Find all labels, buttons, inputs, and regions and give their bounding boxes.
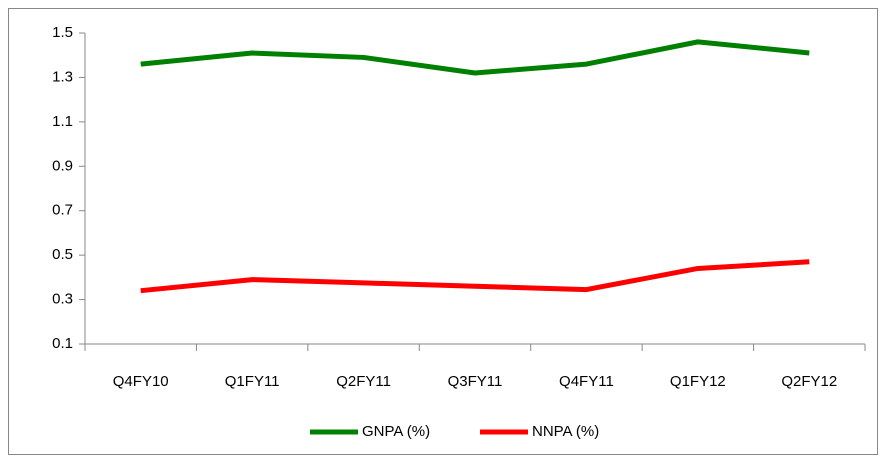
x-tick-label: Q2FY12: [781, 373, 837, 390]
y-tick-label: 0.3: [52, 291, 73, 308]
y-tick-label: 0.1: [52, 335, 73, 352]
y-tick-label: 1.1: [52, 113, 73, 130]
data-line: [140, 39, 810, 76]
y-tick-label: 0.5: [52, 246, 73, 263]
y-tick-label: 0.9: [52, 157, 73, 174]
legend-label: NNPA (%): [532, 423, 599, 440]
x-tick-label: Q1FY11: [225, 373, 280, 390]
chart-border: [8, 8, 878, 455]
y-tick-label: 1.3: [52, 68, 73, 85]
x-tick-label: Q1FY12: [670, 373, 726, 390]
x-tick-label: Q4FY10: [113, 373, 169, 390]
y-tick-label: 0.7: [52, 202, 73, 219]
legend-label: GNPA (%): [362, 423, 430, 440]
x-tick-label: Q3FY11: [448, 373, 503, 390]
data-line: [140, 259, 810, 294]
y-tick-label: 1.5: [52, 24, 73, 41]
x-tick-label: Q4FY11: [559, 373, 614, 390]
x-tick-label: Q2FY11: [336, 373, 391, 390]
